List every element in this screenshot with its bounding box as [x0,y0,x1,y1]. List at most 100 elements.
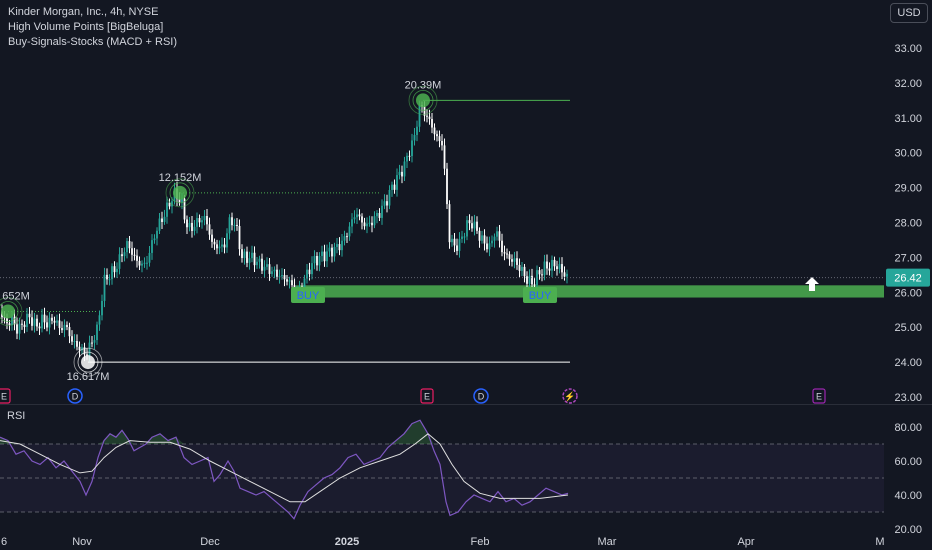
candle-body [438,136,441,141]
candle-body [386,201,388,206]
candle-body [511,259,513,262]
candle-body [68,327,71,337]
volume-point-label: 16.617M [67,371,110,383]
indicator-buy-signals[interactable]: Buy-Signals-Stocks (MACD + RSI) [8,36,178,48]
chart-legend: Kinder Morgan, Inc., 4h, NYSE High Volum… [8,5,177,50]
candle-body [528,275,531,284]
candle-body [8,323,11,326]
candle-body [186,219,188,228]
candle-body [353,217,356,220]
candle-body [51,317,53,321]
candle-body [81,347,83,351]
indicator-high-volume-points[interactable]: High Volume Points [BigBeluga] [8,21,164,33]
candle-body [503,252,506,254]
candle-body [178,199,181,203]
rsi-tick-label: 60.00 [894,456,922,468]
rsi-overbought-fill [0,420,568,444]
time-axis[interactable]: 6 Nov Dec 2025 Feb Mar Apr M [1,536,885,548]
candle-body [448,204,451,243]
currency-button[interactable]: USD [890,3,928,23]
candle-body [206,215,208,225]
candle-body [21,323,23,325]
candle-body [428,116,431,119]
candle-body [363,222,366,227]
candle-body [423,106,426,116]
candle-body [233,224,236,226]
volume-point-ring [408,85,438,115]
candle-body [451,238,453,243]
rsi-axis[interactable]: 80.00 60.00 40.00 20.00 [894,422,922,536]
volume-point-dot [81,355,95,370]
event-markers-layer[interactable]: E D E D ⚡ E [0,388,826,404]
candle-body [151,240,153,253]
candle-body [388,190,391,206]
buy-signal-label: BUY [529,290,552,302]
support-zone-layer [296,285,884,298]
candle-body [76,341,78,347]
candle-body [493,236,496,241]
price-axis[interactable]: 33.00 32.00 31.00 30.00 29.00 28.00 27.00 26.00… [894,43,922,404]
candle-body [286,279,288,282]
candle-body [116,268,118,273]
candle-body [28,313,31,318]
candle-body [498,231,501,241]
price-tick-label: 29.00 [894,183,922,195]
candle-body [88,342,91,356]
candle-body [313,255,316,264]
candle-body [53,320,56,323]
candle-body [281,275,283,277]
buy-signal-label: BUY [297,290,320,302]
candle-body [248,258,251,263]
candle-body [331,247,333,257]
candle-body [378,213,381,218]
candle-body [3,317,6,319]
candle-body [188,222,191,228]
candle-body [181,198,183,203]
buy-signal-badge [523,287,557,304]
candle-body [408,155,411,157]
candle-body [148,252,151,263]
candle-body [481,235,483,241]
candle-body [103,274,106,301]
up-arrow-icon [805,277,819,291]
rsi-pane-title[interactable]: RSI [7,410,26,422]
symbol-title[interactable]: Kinder Morgan, Inc., 4h, NYSE [8,6,159,18]
candle-body [541,274,543,276]
candle-body [368,222,371,224]
candle-body [303,278,306,290]
candle-body [416,126,418,135]
candle-body [426,115,428,117]
candle-body [518,264,521,271]
candle-body [478,230,481,241]
candle-body [566,273,568,277]
candle-body [468,220,471,224]
candle-body [113,266,116,273]
rsi-ma-line [0,433,569,503]
candle-body [471,223,473,229]
candle-body [271,271,273,274]
candle-body [521,266,523,271]
candle-body [561,264,563,273]
price-tick-label: 28.00 [894,218,922,230]
time-tick-label: 6 [1,536,7,548]
candle-body [213,241,216,245]
candle-body [218,246,221,249]
candle-body [531,275,533,285]
candle-body [63,324,66,331]
candle-body [38,326,41,329]
price-tick-label: 26.00 [894,287,922,299]
candle-body [131,248,133,255]
candle-body [548,268,551,271]
candle-body [251,252,253,259]
price-tick-label: 27.00 [894,252,922,264]
rsi-pane [0,419,884,520]
candle-body [373,216,376,226]
candle-body [256,261,258,266]
candle-body [543,261,546,276]
candle-body [258,258,261,262]
event-marker-label: D [72,392,79,402]
candle-body [228,217,231,234]
candle-body [73,341,76,343]
